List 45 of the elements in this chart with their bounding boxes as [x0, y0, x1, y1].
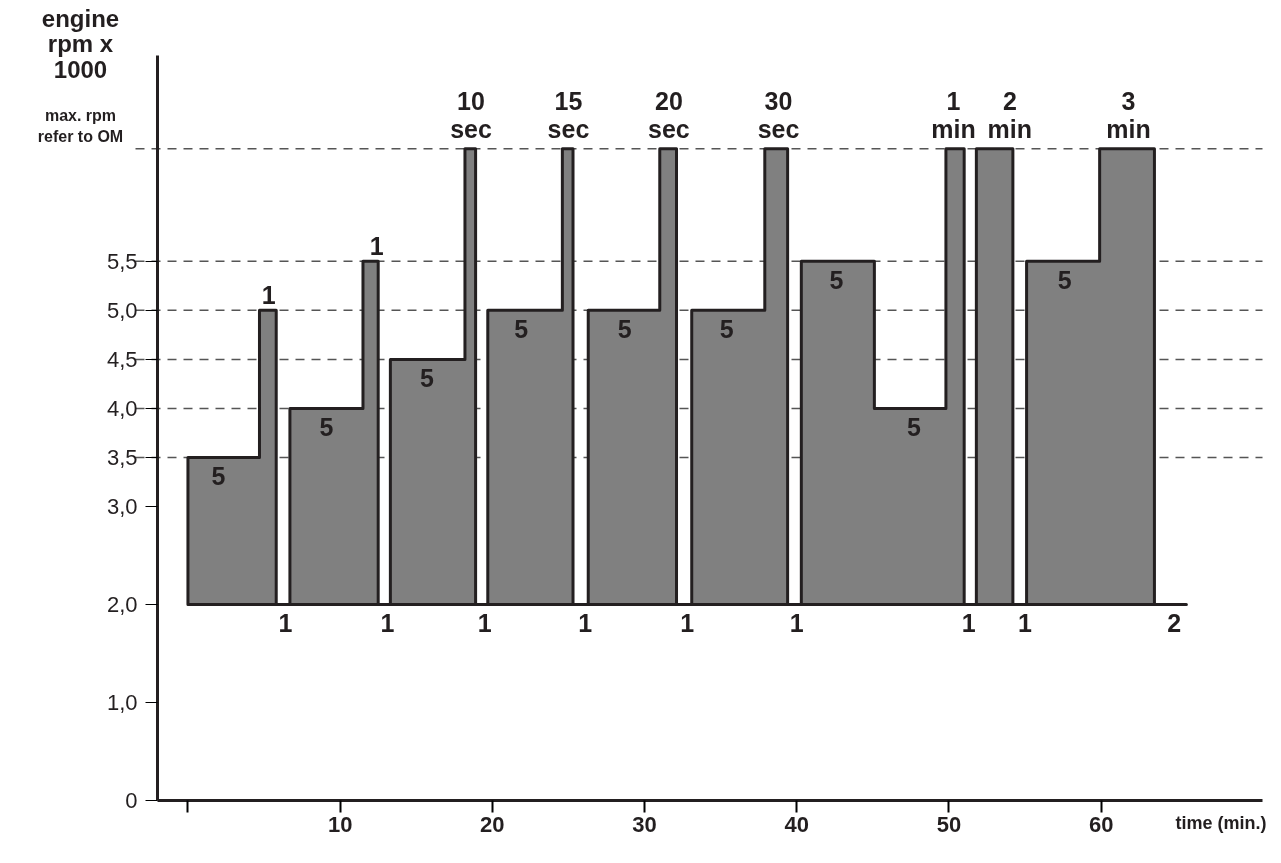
x-tick-label: 30 — [632, 811, 657, 837]
annotation: 1 — [680, 609, 695, 638]
y-tick-label: 1,0 — [106, 689, 138, 715]
annotation: 1 — [380, 609, 395, 638]
annotation: 1 — [369, 232, 384, 261]
y-tick-label: 4,5 — [106, 346, 138, 372]
y-tick-label: 3,5 — [106, 444, 138, 470]
annotation: 1 — [261, 281, 276, 310]
annotation: 5 — [514, 315, 529, 344]
ref-line-label: max. rpm refer to OM — [37, 107, 124, 145]
annotation: 15 sec — [547, 86, 590, 143]
x-axis-title: time (min.) — [1175, 812, 1267, 833]
x-tick-label: 60 — [1088, 811, 1114, 837]
annotation: 1 — [477, 609, 492, 638]
x-tick-label: 40 — [784, 811, 810, 837]
y-tick-label: 2,0 — [106, 591, 138, 617]
annotation: 1 — [578, 609, 593, 638]
y-axis-title: engine rpm x 1000 — [41, 4, 120, 83]
annotation: 5 — [211, 462, 226, 491]
annotation: 5 — [719, 315, 734, 344]
annotation: 30 sec — [757, 86, 800, 143]
annotation: 5 — [1057, 266, 1072, 295]
annotation: 1 min — [931, 86, 976, 143]
annotation: 3 min — [1106, 86, 1151, 143]
y-tick-label: 5,0 — [106, 297, 138, 323]
annotation: 1 — [789, 609, 804, 638]
annotation: 1 — [278, 609, 293, 638]
annotation: 2 min — [987, 86, 1033, 143]
annotation: 1 — [961, 609, 976, 638]
annotation: 5 — [829, 266, 844, 295]
y-tick-label: 5,5 — [106, 248, 138, 274]
annotation: 5 — [419, 364, 434, 393]
annotation: 2 — [1167, 609, 1182, 638]
annotation: 5 — [907, 413, 921, 442]
annotation: 1 — [1018, 609, 1033, 638]
annotation: 5 — [319, 413, 334, 442]
y-tick-label: 0 — [125, 788, 138, 813]
annotation: 5 — [617, 315, 632, 344]
y-tick-label: 3,0 — [106, 493, 138, 519]
annotation: 20 sec — [648, 86, 690, 143]
y-tick-label: 4,0 — [106, 395, 138, 421]
x-tick-label: 50 — [936, 811, 962, 837]
annotation: 10 sec — [450, 86, 492, 143]
x-tick-label: 10 — [327, 811, 353, 837]
x-tick-label: 20 — [480, 811, 505, 837]
